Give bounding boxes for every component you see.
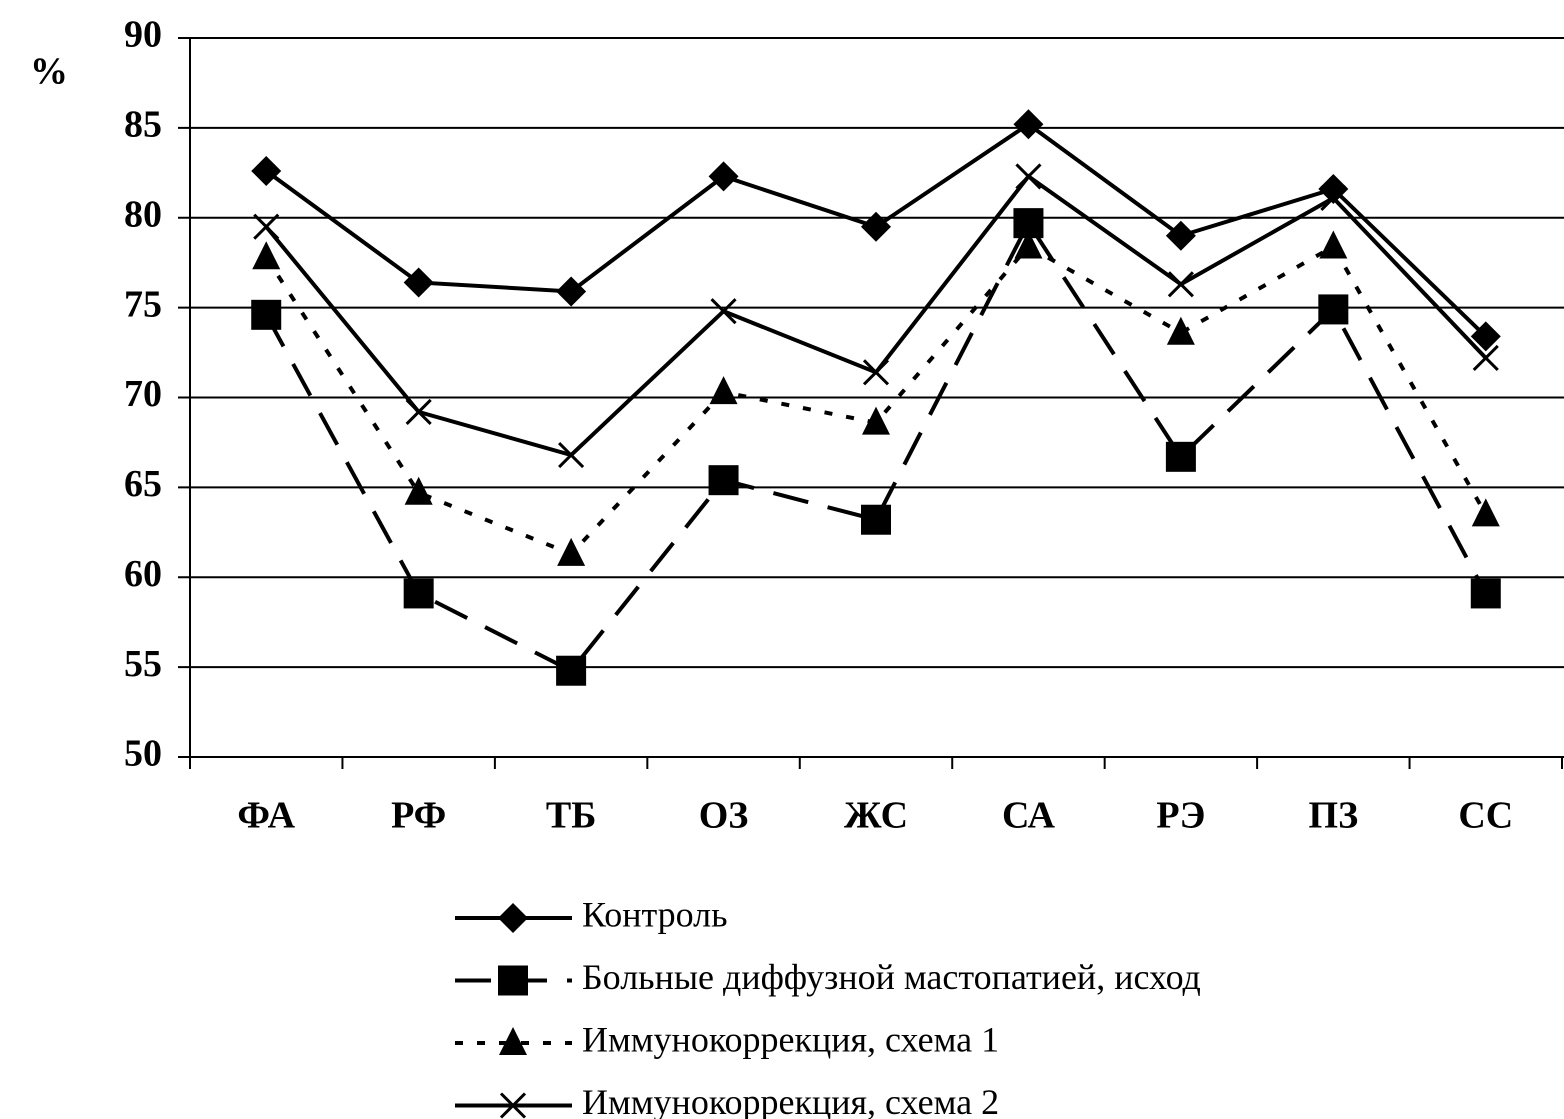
point-marker [1318, 294, 1349, 325]
point-marker [1166, 316, 1195, 345]
legend-marker [499, 1027, 527, 1055]
point-marker [1013, 109, 1044, 140]
legend-marker [499, 1092, 527, 1119]
point-marker [1167, 271, 1194, 298]
point-marker [556, 655, 587, 686]
y-tick-label: 60 [124, 553, 162, 595]
legend-marker [498, 965, 528, 996]
point-marker [1015, 163, 1042, 190]
point-marker [861, 504, 891, 535]
point-marker [403, 578, 434, 609]
x-tick-label: ЖС [844, 795, 908, 837]
y-tick-label: 70 [124, 373, 162, 415]
point-marker [1165, 441, 1196, 472]
point-marker [710, 298, 737, 325]
point-marker [403, 267, 434, 298]
point-marker [253, 213, 280, 240]
point-marker [404, 476, 433, 505]
y-tick-label: 75 [124, 283, 162, 325]
y-tick-label: 80 [124, 193, 162, 235]
x-tick-label: РФ [391, 795, 446, 837]
x-tick-label: ТБ [546, 795, 596, 837]
series-line [264, 219, 1488, 674]
point-marker [557, 537, 586, 566]
legend-marker [498, 903, 528, 933]
point-marker [252, 241, 281, 270]
x-tick-label: РЭ [1156, 795, 1205, 837]
point-marker [405, 398, 432, 425]
x-tick-label: СС [1458, 795, 1513, 837]
point-marker [251, 299, 282, 330]
point-marker [251, 156, 282, 187]
legend-label: Больные диффузной мастопатией, исход [582, 957, 1201, 997]
x-tick-label: СА [1002, 795, 1056, 837]
legend-label: Контроль [582, 894, 728, 934]
x-tick-label: ОЗ [699, 795, 749, 837]
y-tick-label: 90 [124, 14, 162, 56]
point-marker [1470, 321, 1501, 352]
y-tick-label: 50 [124, 733, 162, 775]
point-marker [708, 465, 739, 496]
point-marker [556, 276, 587, 307]
point-marker [1320, 184, 1347, 212]
point-marker [862, 359, 890, 386]
point-marker [1014, 230, 1043, 259]
series-line [264, 243, 1488, 557]
point-marker [861, 211, 891, 242]
y-axis-label: % [30, 51, 68, 93]
legend-label: Иммунокоррекция, схема 2 [582, 1082, 999, 1119]
point-marker [709, 376, 738, 405]
point-marker [1471, 498, 1500, 527]
legend-label: Иммунокоррекция, схема 1 [582, 1019, 999, 1059]
point-marker [1470, 578, 1501, 609]
y-tick-label: 65 [124, 463, 162, 505]
point-marker [1319, 230, 1348, 259]
y-tick-label: 55 [124, 643, 162, 685]
point-marker [1472, 344, 1499, 372]
x-tick-label: ФА [237, 795, 295, 837]
point-marker [1165, 220, 1196, 251]
point-marker [708, 161, 739, 192]
x-tick-label: ПЗ [1309, 795, 1359, 837]
point-marker [1318, 173, 1349, 204]
point-marker [862, 406, 890, 435]
y-tick-label: 85 [124, 104, 162, 146]
point-marker [558, 441, 585, 469]
